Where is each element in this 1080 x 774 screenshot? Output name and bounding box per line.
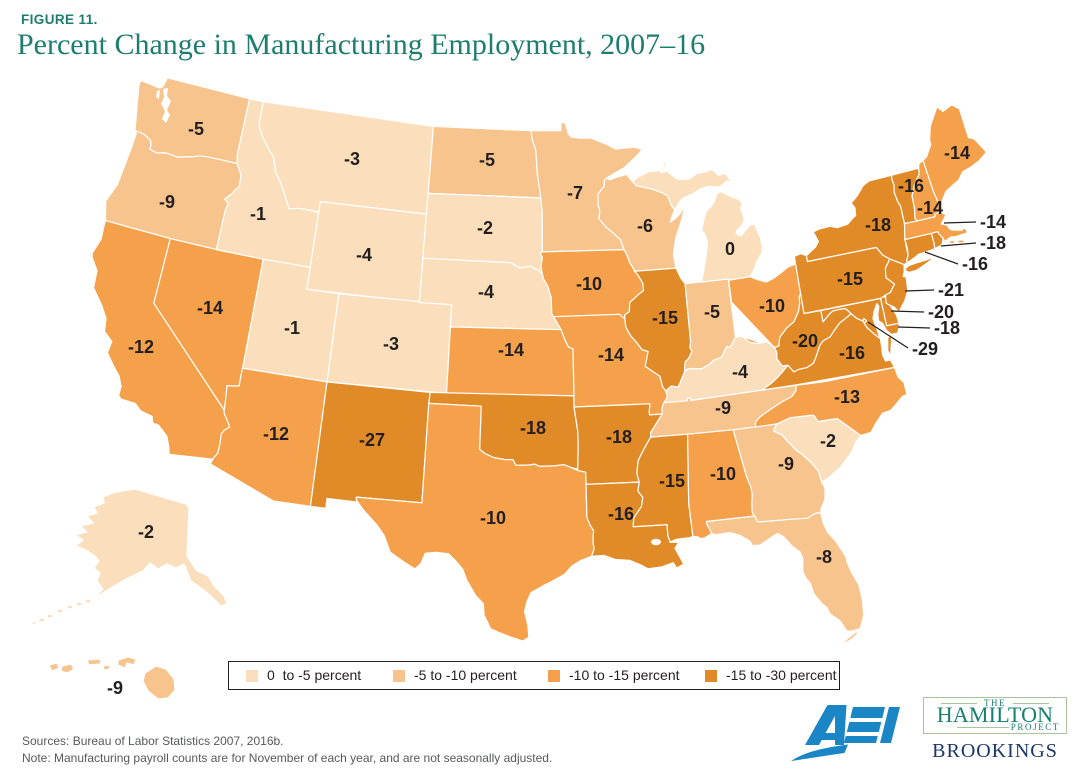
svg-text:-21: -21 [938,280,964,300]
svg-text:-10: -10 [576,274,602,294]
svg-text:-29: -29 [912,339,938,359]
svg-text:-16: -16 [898,176,924,196]
svg-text:-6: -6 [637,216,653,236]
svg-text:-2: -2 [138,522,154,542]
svg-text:-14: -14 [498,340,524,360]
svg-text:-9: -9 [159,192,175,212]
svg-text:-16: -16 [608,504,634,524]
svg-text:-15: -15 [652,308,678,328]
svg-text:-1: -1 [284,318,300,338]
svg-text:-20: -20 [792,331,818,351]
svg-text:-18: -18 [934,318,960,338]
svg-text:-3: -3 [383,334,399,354]
svg-text:-18: -18 [520,418,546,438]
svg-text:-12: -12 [263,424,289,444]
svg-text:-15: -15 [837,269,863,289]
svg-text:-18: -18 [980,233,1006,253]
svg-text:-20: -20 [928,302,954,322]
svg-text:-2: -2 [820,431,836,451]
svg-text:-18: -18 [606,427,632,447]
svg-text:-27: -27 [359,430,385,450]
svg-text:-9: -9 [778,454,794,474]
svg-text:-10: -10 [480,508,506,528]
svg-text:-10: -10 [710,464,736,484]
svg-text:-5: -5 [479,150,495,170]
svg-text:-8: -8 [816,547,832,567]
svg-text:-14: -14 [917,198,943,218]
svg-text:-3: -3 [344,149,360,169]
svg-text:-5: -5 [188,119,204,139]
svg-text:-4: -4 [478,282,494,302]
svg-text:-18: -18 [865,215,891,235]
svg-text:-9: -9 [107,678,123,698]
svg-text:-15: -15 [659,471,685,491]
svg-text:-14: -14 [598,345,624,365]
svg-text:-14: -14 [944,143,970,163]
svg-text:-5: -5 [704,302,720,322]
svg-text:-16: -16 [839,343,865,363]
svg-text:-10: -10 [759,296,785,316]
svg-text:-13: -13 [834,387,860,407]
svg-text:-14: -14 [980,212,1006,232]
svg-text:-1: -1 [250,204,266,224]
svg-text:-7: -7 [567,183,583,203]
svg-text:-2: -2 [477,218,493,238]
svg-text:-16: -16 [962,254,988,274]
svg-text:-9: -9 [715,398,731,418]
svg-text:-4: -4 [356,245,372,265]
svg-text:-14: -14 [197,298,223,318]
svg-text:-4: -4 [732,362,748,382]
svg-text:-12: -12 [128,337,154,357]
svg-text:0: 0 [725,239,735,259]
